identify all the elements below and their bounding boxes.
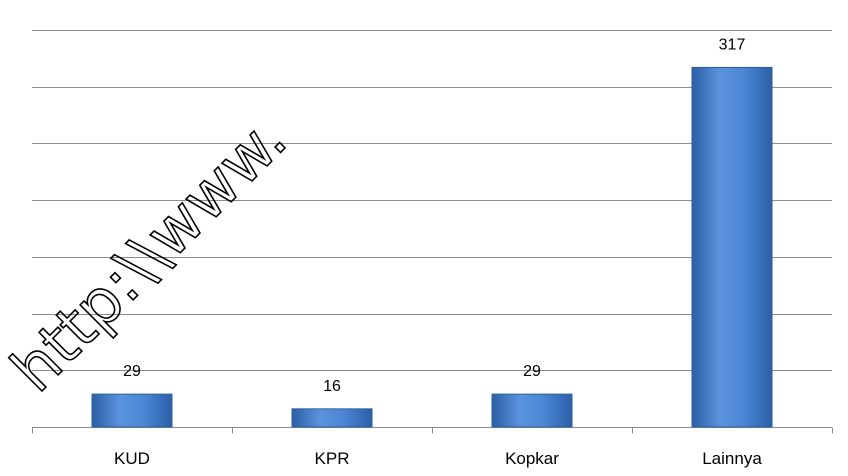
x-tick-label-kpr: KPR bbox=[315, 449, 350, 468]
watermark-text: http:\\www. bbox=[0, 102, 300, 405]
data-label-lainnya: 317 bbox=[719, 36, 746, 53]
x-tick-label-lainnya: Lainnya bbox=[702, 449, 762, 468]
bar-kpr bbox=[291, 408, 373, 428]
bar-lainnya bbox=[691, 66, 773, 428]
data-label-kpr: 16 bbox=[323, 378, 341, 395]
bar-kopkar bbox=[491, 393, 573, 428]
data-label-kud: 29 bbox=[123, 363, 141, 380]
x-tick-label-kud: KUD bbox=[114, 449, 150, 468]
x-axis bbox=[32, 427, 833, 434]
data-labels: 29 16 29 317 bbox=[123, 36, 745, 394]
gridlines bbox=[32, 30, 832, 371]
data-label-kopkar: 29 bbox=[523, 363, 541, 380]
x-tick-labels: KUD KPR Kopkar Lainnya bbox=[114, 449, 762, 468]
bar-kud bbox=[91, 393, 173, 428]
bars bbox=[91, 66, 773, 428]
x-tick-label-kopkar: Kopkar bbox=[505, 449, 559, 468]
